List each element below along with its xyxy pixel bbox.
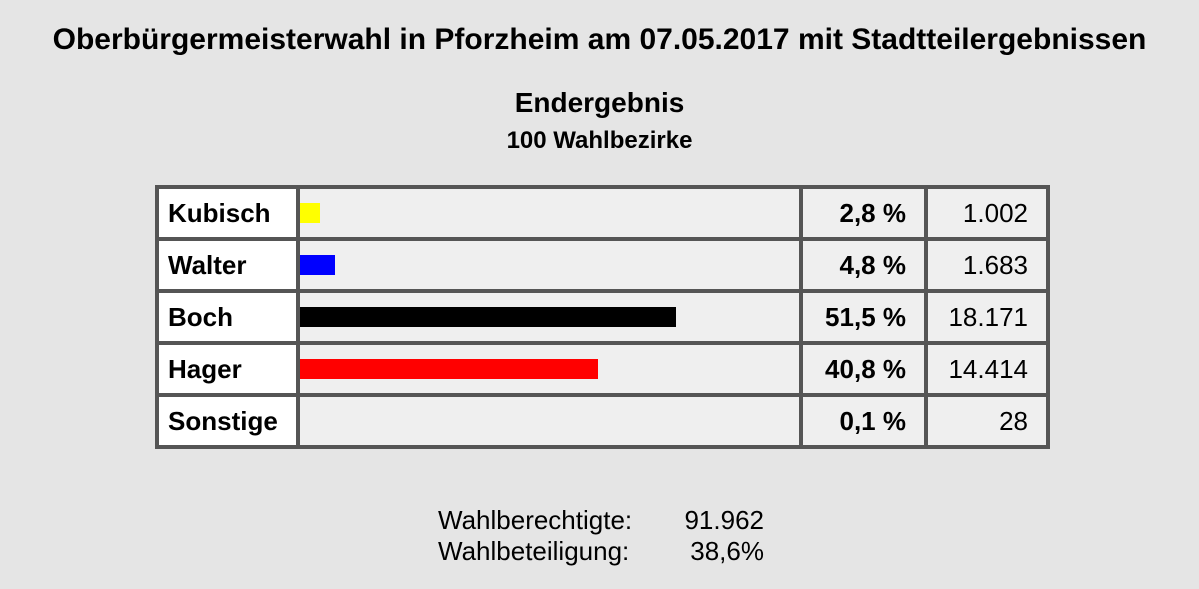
candidate-name: Sonstige — [157, 395, 298, 447]
percent-label: 4,8 % — [801, 239, 926, 291]
result-row: Sonstige 0,1 % 28 — [157, 395, 1048, 447]
results-table: Kubisch 2,8 % 1.002 Walter 4,8 % 1.683 Boch 51,… — [155, 185, 1050, 449]
turnout-value: 38,6% — [690, 536, 764, 566]
candidate-name: Hager — [157, 343, 298, 395]
percent-label: 51,5 % — [801, 291, 926, 343]
page-title: Oberbürgermeisterwahl in Pforzheim am 07… — [52, 23, 1147, 56]
candidate-name: Walter — [157, 239, 298, 291]
turnout-label: Wahlbeteiligung: — [438, 536, 630, 566]
bar-cell — [298, 395, 801, 447]
votes-label: 1.683 — [926, 239, 1048, 291]
percent-label: 0,1 % — [801, 395, 926, 447]
result-bar — [300, 307, 676, 327]
result-bar — [300, 203, 320, 223]
eligible-row: Wahlberechtigte: 91.962 — [438, 505, 764, 536]
result-row: Kubisch 2,8 % 1.002 — [157, 187, 1048, 239]
result-bar — [300, 359, 598, 379]
result-bar — [300, 255, 335, 275]
bar-cell — [298, 343, 801, 395]
district-count: 100 Wahlbezirke — [506, 127, 693, 154]
turnout-row: Wahlbeteiligung: 38,6% — [438, 536, 764, 567]
bar-cell — [298, 239, 801, 291]
bar-cell — [298, 187, 801, 239]
percent-label: 40,8 % — [801, 343, 926, 395]
eligible-value: 91.962 — [684, 505, 764, 535]
result-row: Walter 4,8 % 1.683 — [157, 239, 1048, 291]
votes-label: 18.171 — [926, 291, 1048, 343]
eligible-label: Wahlberechtigte: — [438, 505, 633, 535]
result-row: Boch 51,5 % 18.171 — [157, 291, 1048, 343]
result-heading: Endergebnis — [514, 87, 685, 118]
votes-label: 1.002 — [926, 187, 1048, 239]
result-row: Hager 40,8 % 14.414 — [157, 343, 1048, 395]
candidate-name: Kubisch — [157, 187, 298, 239]
percent-label: 2,8 % — [801, 187, 926, 239]
turnout-summary: Wahlberechtigte: 91.962 Wahlbeteiligung:… — [438, 505, 764, 567]
votes-label: 14.414 — [926, 343, 1048, 395]
bar-cell — [298, 291, 801, 343]
candidate-name: Boch — [157, 291, 298, 343]
votes-label: 28 — [926, 395, 1048, 447]
